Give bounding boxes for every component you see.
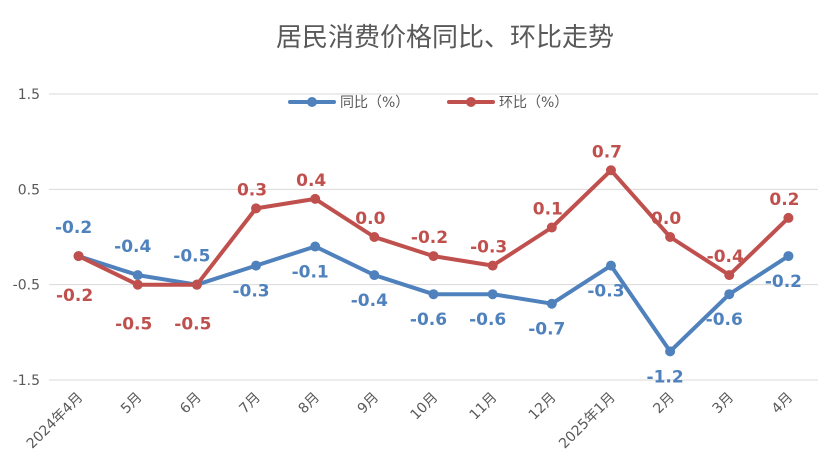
series-1-data-label: -0.2	[765, 272, 802, 292]
series-2-data-label: -0.5	[115, 315, 152, 335]
series-markers	[73, 165, 794, 357]
x-tick-label: 5月	[118, 390, 146, 418]
chart-title: 居民消费价格同比、环比走势	[276, 23, 614, 53]
series-1-data-label: -0.1	[292, 263, 329, 283]
y-tick-label: 1.5	[18, 87, 40, 103]
series-2-data-label: 0.2	[769, 190, 799, 210]
legend-label-1: 同比（%）	[340, 95, 409, 111]
x-tick-label: 2024年4月	[24, 390, 87, 453]
series-1-marker	[487, 289, 498, 300]
x-tick-label: 8月	[295, 390, 323, 418]
x-tick-label: 6月	[177, 390, 205, 418]
series-2-marker	[605, 165, 616, 176]
series-2-marker	[487, 260, 498, 271]
series-1-data-label: -0.7	[528, 320, 565, 340]
series-2-marker	[310, 193, 321, 204]
series-1-data-label: -0.4	[114, 237, 151, 257]
series-1-data-label: -0.6	[706, 310, 743, 330]
series-1-marker	[546, 298, 557, 309]
series-1-marker	[251, 260, 262, 271]
series-2-marker	[191, 279, 202, 290]
series-1-marker	[428, 289, 439, 300]
series-1-marker	[724, 289, 735, 300]
series-2-marker	[73, 251, 84, 262]
series-2-data-label: -0.5	[174, 315, 211, 335]
series-1-data-label: -0.4	[351, 291, 388, 311]
y-axis-tick-labels: 1.5 0.5 -0.5 -1.5	[13, 87, 40, 389]
legend-marker-2	[466, 97, 476, 107]
x-tick-label: 12月	[526, 390, 560, 424]
x-tick-label: 2月	[650, 390, 678, 418]
series-2-data-label: 0.1	[533, 199, 563, 219]
legend-label-2: 环比（%）	[499, 95, 568, 111]
series-2-marker	[783, 212, 794, 223]
series-1-data-label: -1.2	[647, 367, 684, 387]
series-2-data-label: -0.4	[707, 247, 744, 267]
series-1-marker	[665, 346, 676, 357]
series-2-data-label: -0.2	[56, 286, 93, 306]
legend: 同比（%） 环比（%）	[288, 95, 568, 111]
legend-marker-1	[307, 97, 317, 107]
x-tick-label: 3月	[710, 390, 738, 418]
series-1-marker	[132, 270, 143, 281]
data-labels: -0.2 -0.2 -0.4 -0.5 -0.5 -0.5 -0.3 0.3 -0.1 0.4 -0…	[55, 142, 802, 387]
series-2-marker	[251, 203, 262, 214]
series-1-marker	[310, 241, 321, 252]
x-tick-label: 2025年1月	[556, 390, 619, 453]
y-tick-label: -0.5	[13, 278, 40, 294]
series-2-marker	[546, 222, 557, 233]
series-1-data-label: -0.5	[173, 247, 210, 267]
series-1-data-label: -0.3	[232, 282, 269, 302]
x-tick-label: 9月	[355, 390, 383, 418]
series-2-marker	[724, 270, 735, 281]
series-2-data-label: -0.2	[411, 228, 448, 248]
x-tick-label: 10月	[408, 390, 442, 424]
series-2-data-label: 0.3	[237, 180, 267, 200]
x-tick-label: 7月	[236, 390, 264, 418]
series-2-data-label: -0.3	[470, 238, 507, 258]
series-2-data-label: 0.7	[592, 142, 622, 162]
series-2-marker	[428, 251, 439, 262]
series-2-data-label: 0.0	[355, 209, 385, 229]
series-1-marker	[369, 270, 380, 281]
series-2-data-label: 0.4	[296, 171, 326, 191]
series-1-data-label: -0.2	[55, 218, 92, 238]
series-1-marker	[605, 260, 616, 271]
series-2-marker	[132, 279, 143, 290]
x-tick-label: 4月	[769, 390, 797, 418]
y-tick-label: -1.5	[13, 373, 40, 389]
x-tick-label: 11月	[467, 390, 501, 424]
series-1-marker	[783, 251, 794, 262]
series-2-marker	[369, 232, 380, 242]
series-2-data-label: 0.0	[651, 209, 681, 229]
series-2-marker	[665, 232, 676, 242]
series-1-data-label: -0.6	[410, 310, 447, 330]
series-1-data-label: -0.3	[587, 282, 624, 302]
y-tick-label: 0.5	[18, 182, 40, 198]
series-1-data-label: -0.6	[469, 310, 506, 330]
